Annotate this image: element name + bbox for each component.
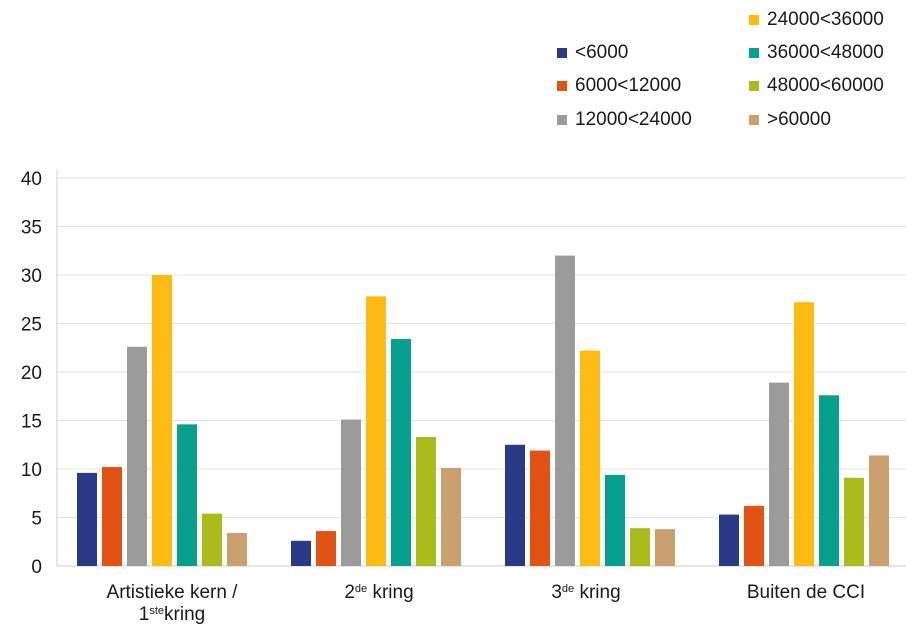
bar	[844, 477, 864, 566]
y-tick-label: 30	[21, 266, 42, 287]
category-label-3de-kring: 3de kring	[551, 582, 621, 603]
bar	[102, 467, 122, 566]
legend-swatch	[749, 81, 759, 91]
bar	[127, 346, 147, 566]
y-tick-label: 35	[21, 218, 42, 239]
category-label-2de-kring: 2de kring	[344, 582, 414, 603]
legend-item: 12000<24000	[557, 108, 692, 132]
legend-item: 36000<48000	[749, 41, 884, 65]
legend-swatch	[557, 48, 567, 58]
legend-item: 24000<36000	[749, 8, 884, 32]
y-tick-label: 0	[31, 557, 42, 578]
bar	[366, 296, 386, 566]
legend-swatch	[749, 48, 759, 58]
bar	[291, 540, 311, 566]
bar	[719, 514, 739, 566]
bar	[227, 533, 247, 566]
y-tick-label: 20	[21, 363, 42, 384]
category-label-artistieke-kern: Artistieke kern / 1stekring	[106, 582, 238, 625]
legend-item: <6000	[557, 41, 628, 65]
category-label-buiten-de-cci: Buiten de CCI	[746, 582, 866, 603]
legend-item: 48000<60000	[749, 74, 884, 98]
bar	[341, 419, 361, 566]
legend-label: 12000<24000	[575, 109, 692, 130]
bar	[316, 531, 336, 566]
y-axis: 0 5 10 15 20 25 30 35 40	[21, 169, 906, 578]
y-tick-label: 40	[21, 169, 42, 190]
bar	[391, 339, 411, 566]
legend-swatch	[557, 81, 567, 91]
bar	[202, 513, 222, 566]
bar	[869, 455, 889, 566]
bar	[555, 255, 575, 566]
y-tick-label: 10	[21, 460, 42, 481]
legend-item: 6000<12000	[557, 74, 681, 98]
y-tick-label: 15	[21, 412, 42, 433]
legend-swatch	[749, 115, 759, 125]
bar	[819, 395, 839, 566]
legend-label: <6000	[575, 42, 629, 63]
legend-label: 36000<48000	[767, 42, 884, 63]
bar	[744, 505, 764, 566]
bar	[605, 474, 625, 566]
legend-swatch	[557, 115, 567, 125]
gridlines	[57, 177, 906, 518]
bars	[77, 255, 889, 566]
bar	[505, 444, 525, 566]
legend-label: 6000<12000	[575, 75, 682, 96]
bar	[77, 472, 97, 566]
bar	[580, 350, 600, 566]
bar	[530, 450, 550, 566]
bar	[441, 468, 461, 566]
y-tick-label: 25	[21, 315, 42, 336]
bar	[177, 424, 197, 566]
bar	[794, 302, 814, 566]
bar	[769, 382, 789, 566]
y-tick-label: 5	[31, 509, 42, 530]
bar	[416, 436, 436, 566]
legend-item: >60000	[749, 108, 831, 132]
bar	[630, 528, 650, 566]
legend-label: 24000<36000	[767, 9, 884, 30]
bar	[152, 275, 172, 566]
legend-label: >60000	[767, 109, 831, 130]
legend-swatch	[749, 15, 759, 25]
legend-label: 48000<60000	[767, 75, 884, 96]
bar	[655, 529, 675, 566]
